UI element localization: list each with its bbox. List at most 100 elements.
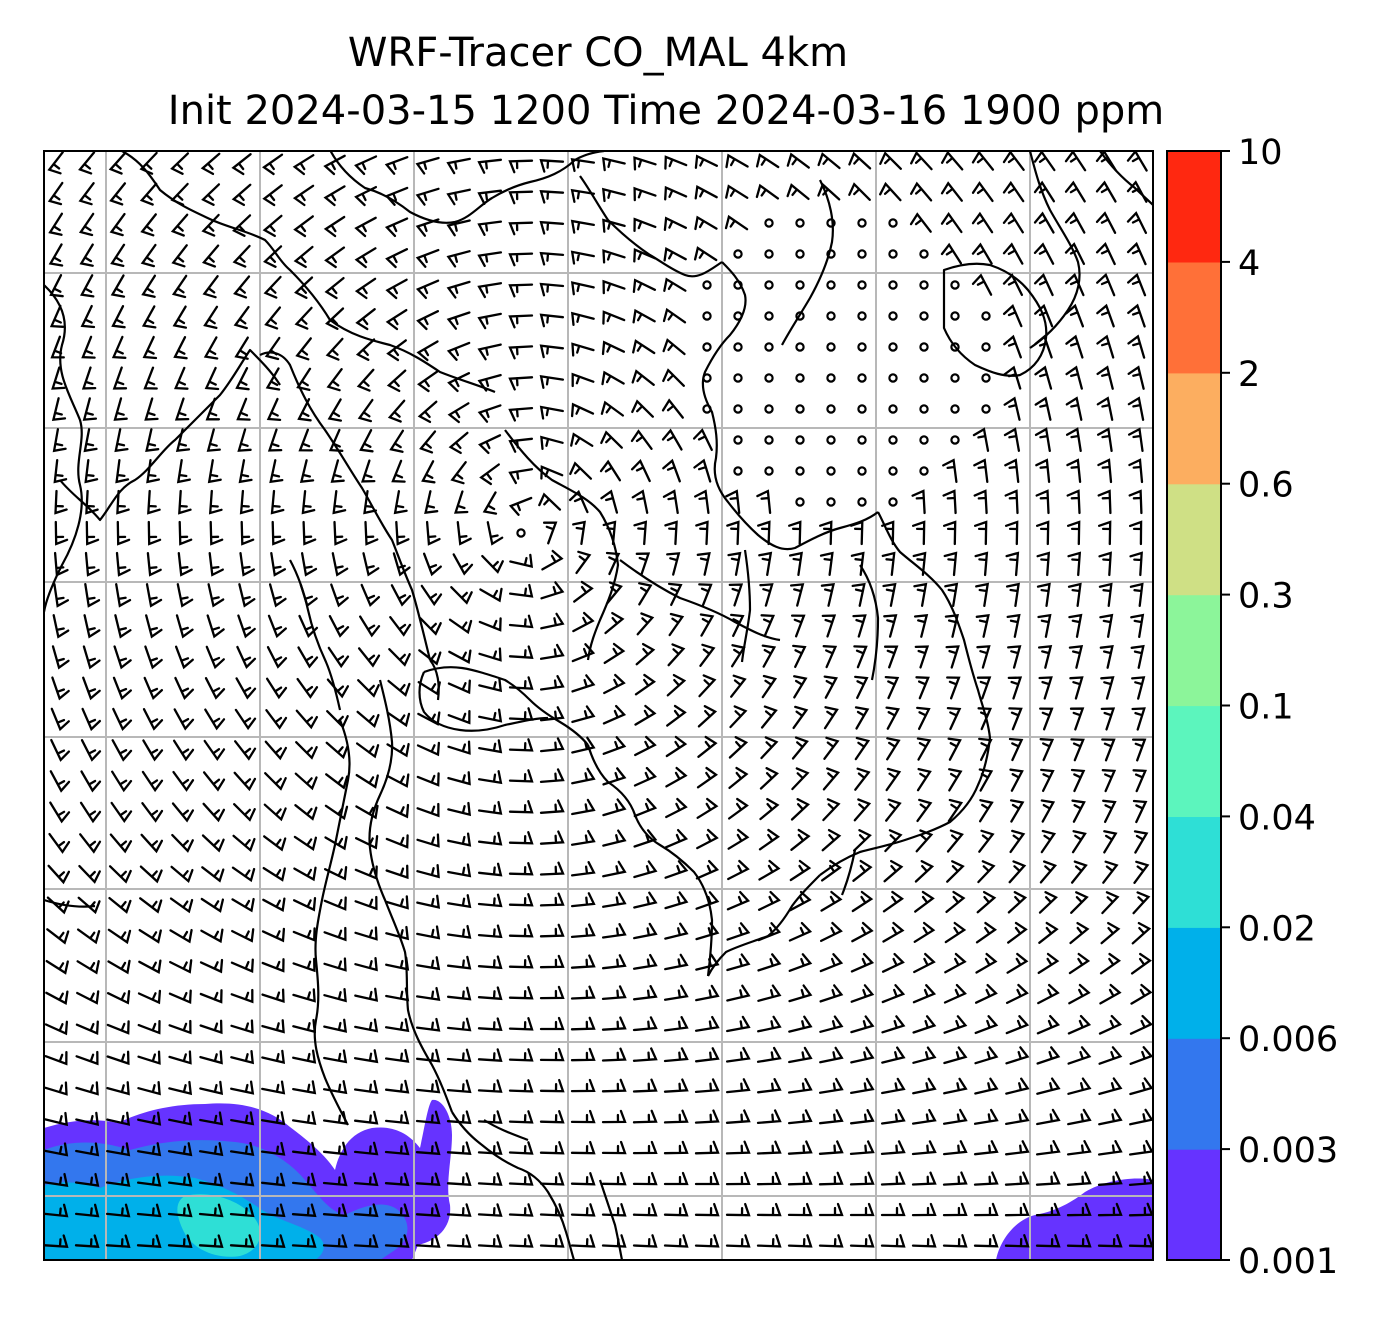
wind-barb (1037, 613, 1052, 638)
wind-barb (636, 612, 655, 636)
wind-barb (140, 213, 157, 237)
wind-barb (602, 891, 627, 908)
wind-barb (139, 182, 158, 206)
wind-barb (362, 552, 380, 577)
wind-barb (508, 314, 534, 329)
wind-barb (1036, 582, 1051, 608)
wind-barb (239, 489, 254, 515)
wind-barb (665, 797, 688, 819)
wind-barb (447, 709, 471, 725)
coastline-segment (781, 179, 834, 346)
wind-barb (570, 1234, 596, 1248)
calm-wind-marker (733, 311, 743, 321)
wind-barb (850, 952, 875, 973)
wind-barb (571, 643, 596, 663)
wind-barb (664, 922, 689, 940)
wind-barb (48, 243, 64, 267)
colorbar-tick-label: 0.001 (1238, 1242, 1338, 1282)
wind-barb (849, 1202, 875, 1217)
wind-barb (880, 1234, 906, 1248)
wind-barb (52, 428, 67, 453)
wind-barb (912, 1077, 937, 1095)
wind-barb (477, 955, 503, 970)
wind-barb (881, 952, 905, 973)
wind-barb (946, 706, 962, 731)
wind-barb (850, 1077, 875, 1095)
wind-barb (145, 428, 160, 453)
wind-barb (729, 705, 748, 729)
wind-barb (973, 1140, 999, 1156)
wind-barb (508, 1017, 534, 1031)
wind-barb (756, 1234, 782, 1248)
wind-barb (446, 157, 471, 175)
wind-barb (852, 614, 867, 638)
wind-barb (110, 274, 126, 298)
plot-frame (43, 150, 1154, 1261)
wind-barb (978, 768, 994, 792)
wind-barb (260, 1111, 286, 1126)
wind-barb (570, 1109, 596, 1124)
wind-barb (1040, 829, 1057, 854)
wind-barb (47, 151, 64, 175)
calm-wind-marker (919, 404, 929, 414)
wind-barb (82, 645, 101, 670)
wind-barb (508, 1048, 534, 1062)
wind-barb (388, 648, 411, 667)
wind-barb (415, 1141, 441, 1156)
wind-barb (1070, 860, 1088, 884)
wind-barb (632, 308, 656, 324)
wind-barb (415, 248, 440, 268)
wind-barb (385, 308, 408, 331)
wind-barb (761, 644, 777, 668)
wind-barb (477, 158, 503, 174)
wind-barb (209, 520, 224, 546)
wind-barb (788, 1015, 813, 1033)
wind-barb (667, 582, 683, 607)
wind-barb (323, 185, 346, 207)
wind-barb (725, 1140, 751, 1155)
wind-barb (883, 645, 899, 669)
wind-barb (854, 736, 871, 761)
wind-barb (448, 431, 469, 455)
wind-barb (694, 1078, 720, 1094)
wind-barb (144, 397, 159, 421)
wind-barb (944, 582, 959, 608)
wind-barb (1098, 551, 1112, 577)
wind-barb (353, 1141, 379, 1156)
calm-wind-marker (795, 342, 805, 352)
wind-barb (446, 1048, 472, 1063)
wind-barb (539, 220, 565, 235)
wind-barb (1126, 180, 1148, 203)
wind-barb (633, 829, 658, 848)
wind-barb (1067, 1077, 1092, 1095)
wind-barb (508, 707, 534, 721)
wind-barb (201, 244, 220, 268)
wind-barb (386, 711, 411, 728)
wind-barb (508, 769, 534, 783)
wind-barb (446, 1141, 472, 1155)
wind-barb (328, 428, 344, 452)
wind-barb (1070, 768, 1086, 793)
wind-barb (539, 190, 565, 204)
wind-barb (820, 582, 835, 607)
wind-barb (508, 1203, 534, 1217)
wind-barb (508, 1079, 534, 1093)
wind-barb (1038, 891, 1058, 914)
wind-barb (385, 956, 410, 971)
wind-barb (787, 1202, 813, 1217)
wind-barb (1040, 768, 1055, 793)
wind-barb (447, 863, 472, 878)
wind-barb (911, 1140, 937, 1156)
wind-barb (300, 552, 318, 577)
wind-barb (205, 397, 221, 421)
wind-barb (508, 345, 534, 360)
wind-barb (757, 922, 782, 942)
wind-barb (971, 273, 993, 296)
wind-barb (354, 185, 378, 207)
wind-barb (147, 520, 162, 546)
wind-barb (84, 551, 100, 577)
calm-wind-marker (795, 218, 805, 228)
wind-barb (696, 797, 719, 819)
wind-barb (235, 677, 257, 700)
wind-barb (478, 708, 503, 723)
